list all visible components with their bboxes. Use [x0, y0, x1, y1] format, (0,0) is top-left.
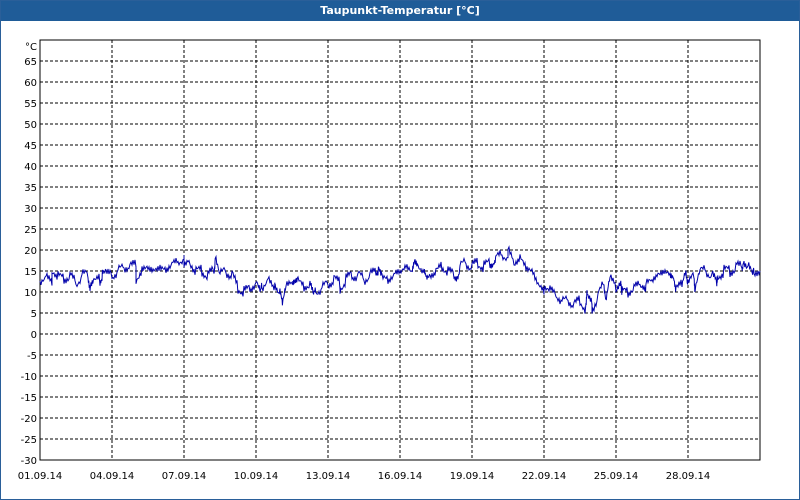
- x-tick-label: 16.09.14: [378, 471, 423, 482]
- y-tick-label: -5: [27, 351, 37, 362]
- vertical-gridlines: [111, 40, 689, 460]
- y-tick-label: 45: [24, 141, 37, 152]
- y-tick-label: 0: [31, 330, 37, 341]
- x-tick-label: 19.09.14: [450, 471, 495, 482]
- y-axis-tick-labels: 65605550454035302520151050-5-10-15-20-25…: [21, 57, 37, 467]
- x-tick-label: 22.09.14: [522, 471, 567, 482]
- x-tick-label: 01.09.14: [18, 471, 63, 482]
- window-title: Taupunkt-Temperatur [°C]: [1, 1, 799, 21]
- y-tick-label: -10: [21, 372, 37, 383]
- y-tick-label: 50: [24, 120, 37, 131]
- y-tick-label: 65: [24, 57, 37, 68]
- x-tick-label: 10.09.14: [234, 471, 279, 482]
- x-tick-label: 07.09.14: [162, 471, 207, 482]
- y-tick-label: 20: [24, 246, 37, 257]
- dewpoint-series-line: [39, 245, 761, 314]
- y-tick-label: 40: [24, 162, 37, 173]
- y-tick-label: 5: [31, 309, 37, 320]
- x-tick-label: 25.09.14: [594, 471, 639, 482]
- y-tick-label: -25: [21, 435, 37, 446]
- y-tick-label: -15: [21, 393, 37, 404]
- y-tick-label: 60: [24, 78, 37, 89]
- x-tick-label: 28.09.14: [666, 471, 711, 482]
- y-tick-label: -20: [21, 414, 37, 425]
- y-tick-label: 30: [24, 204, 37, 215]
- y-axis-unit-label: °C: [25, 42, 37, 53]
- y-tick-label: 25: [24, 225, 37, 236]
- y-tick-label: 15: [24, 267, 37, 278]
- x-tick-label: 13.09.14: [306, 471, 351, 482]
- x-axis-tick-labels: 01.09.14 04.09.14 07.09.14 10.09.14 13.09.14…: [18, 471, 711, 482]
- y-tick-label: 55: [24, 99, 37, 110]
- y-tick-label: 35: [24, 183, 37, 194]
- y-tick-label: -30: [21, 456, 37, 467]
- y-tick-label: 10: [24, 288, 37, 299]
- x-tick-label: 04.09.14: [90, 471, 135, 482]
